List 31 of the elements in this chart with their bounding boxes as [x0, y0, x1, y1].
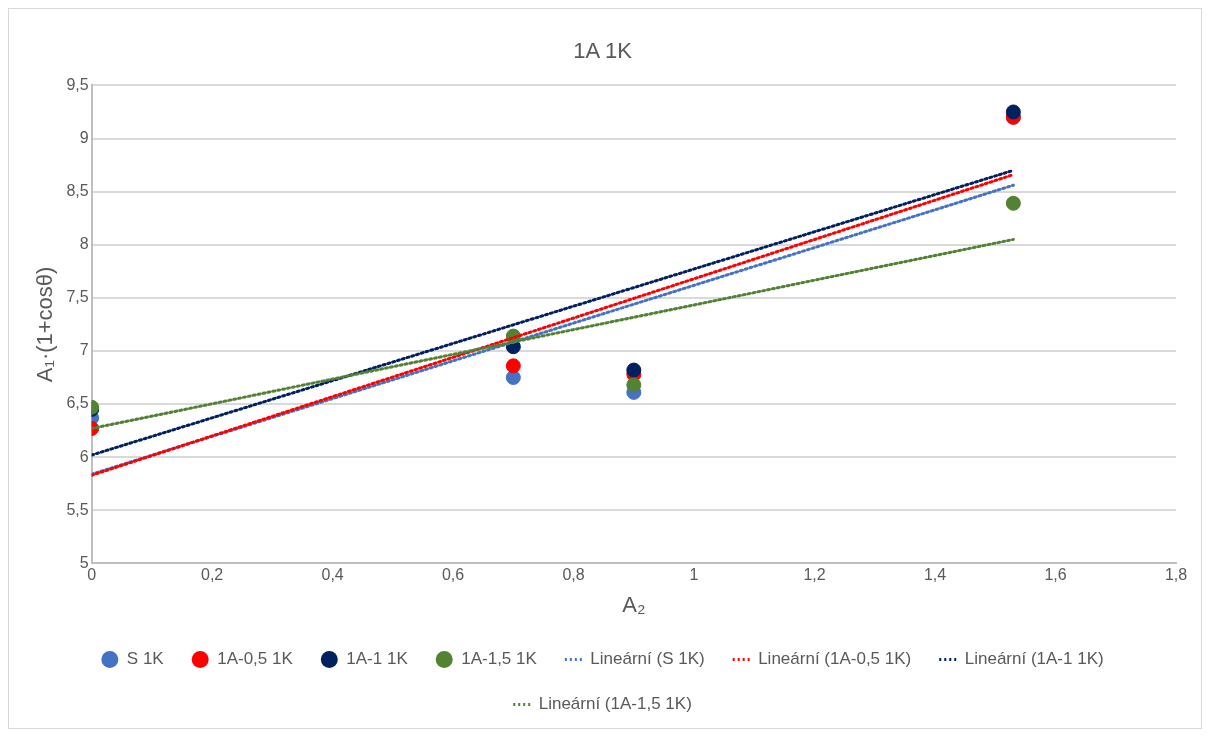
legend-label: 1A-1 1K	[346, 649, 409, 669]
y-tick-label: 6	[79, 447, 89, 465]
y-tick-label: 7,5	[66, 288, 89, 306]
y-tick-label: 8,5	[66, 182, 89, 200]
x-tick-label: 0,4	[321, 566, 344, 584]
legend-label: Lineární (1A-0,5 1K)	[758, 649, 912, 669]
x-tick-label: 0,8	[562, 566, 585, 584]
y-axis-title: A₁·(1+cosθ)	[32, 266, 58, 383]
x-tick-label: 0,6	[441, 566, 465, 584]
legend-label: 1A-0,5 1K	[217, 649, 294, 669]
y-tick-label: 5	[79, 553, 89, 571]
chart-title: 1A 1K	[573, 38, 633, 64]
x-axis-title: A₂	[622, 591, 646, 617]
y-tick-label: 6,5	[66, 394, 89, 412]
y-tick-label: 7	[79, 341, 89, 359]
x-tick-label: 1,2	[803, 566, 826, 584]
x-tick-label: 0,2	[201, 566, 224, 584]
y-tick-label: 5,5	[66, 500, 89, 518]
legend-label: S 1K	[126, 649, 165, 669]
y-tick-label: 8	[79, 235, 89, 253]
legend-label: Lineární (1A-1,5 1K)	[538, 694, 692, 714]
x-tick-label: 1	[689, 566, 699, 584]
legend-label: Lineární (1A-1 1K)	[964, 649, 1104, 669]
legend-label: Lineární (S 1K)	[590, 649, 705, 669]
y-tick-label: 9,5	[66, 75, 89, 93]
y-tick-label: 9	[79, 128, 89, 146]
legend-label: 1A-1,5 1K	[461, 649, 538, 669]
x-tick-label: 1,8	[1164, 566, 1188, 584]
x-tick-label: 1,6	[1044, 566, 1067, 584]
x-tick-label: 0	[87, 566, 97, 584]
x-tick-label: 1,4	[923, 566, 947, 584]
